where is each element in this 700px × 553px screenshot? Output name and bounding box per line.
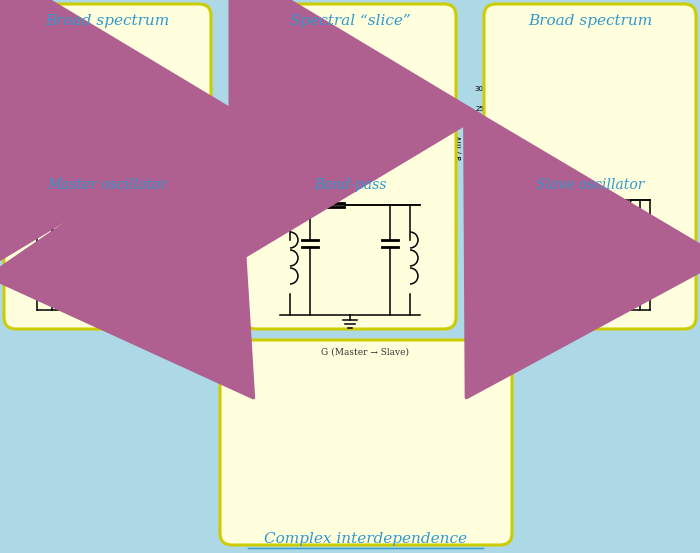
Y-axis label: a / mV: a / mV bbox=[225, 135, 234, 160]
X-axis label: f / GHz: f / GHz bbox=[549, 225, 575, 233]
X-axis label: f / GHz: f / GHz bbox=[325, 225, 351, 233]
FancyBboxPatch shape bbox=[244, 4, 456, 329]
FancyArrowPatch shape bbox=[0, 0, 240, 265]
FancyBboxPatch shape bbox=[484, 4, 696, 329]
FancyArrowPatch shape bbox=[0, 107, 253, 398]
X-axis label: $f_C$ / GHz: $f_C$ / GHz bbox=[312, 523, 343, 536]
Text: Slave oscillator: Slave oscillator bbox=[536, 178, 644, 192]
Text: −: − bbox=[531, 255, 539, 265]
FancyArrowPatch shape bbox=[230, 0, 480, 265]
Text: +: + bbox=[48, 247, 56, 257]
FancyArrowPatch shape bbox=[465, 106, 700, 398]
FancyBboxPatch shape bbox=[220, 340, 512, 545]
Text: −: − bbox=[48, 255, 56, 265]
Text: +: + bbox=[531, 247, 539, 257]
Text: Spectral “slice”: Spectral “slice” bbox=[290, 14, 410, 28]
X-axis label: f / GHz: f / GHz bbox=[108, 225, 134, 233]
Text: Complex interdependence: Complex interdependence bbox=[263, 532, 466, 546]
Text: G (Master → Slave): G (Master → Slave) bbox=[321, 348, 409, 357]
Text: Band-pass: Band-pass bbox=[314, 178, 386, 192]
Y-axis label: f / GHz: f / GHz bbox=[220, 428, 230, 454]
Text: Broad spectrum: Broad spectrum bbox=[528, 14, 652, 28]
FancyBboxPatch shape bbox=[4, 4, 211, 329]
Y-axis label: a / mV: a / mV bbox=[13, 135, 22, 160]
Text: Broad spectrum: Broad spectrum bbox=[45, 14, 169, 28]
Y-axis label: a / mV: a / mV bbox=[454, 135, 463, 160]
Text: Master oscillator: Master oscillator bbox=[47, 178, 167, 192]
